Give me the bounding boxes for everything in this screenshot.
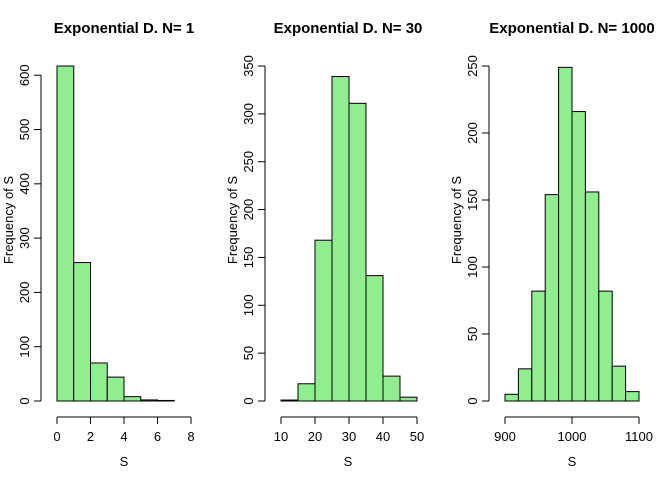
x-tick-label: 6 [154, 429, 161, 444]
y-tick-label: 200 [465, 122, 480, 144]
x-tick-label: 2 [87, 429, 94, 444]
histogram-bar [73, 262, 91, 402]
y-tick-label: 0 [465, 397, 480, 404]
x-tick-label: 1100 [625, 429, 653, 444]
x-tick-label: 1000 [558, 429, 587, 444]
histogram-bar [314, 239, 333, 402]
histogram-bar [123, 396, 142, 402]
y-tick-label: 100 [465, 256, 480, 278]
x-axis: 900 1000 1100 [494, 416, 653, 444]
x-axis: 10 20 30 40 50 [274, 416, 424, 444]
histogram-bar [504, 393, 519, 402]
x-tick-label: 0 [53, 429, 60, 444]
histogram-bar [382, 375, 401, 402]
y-axis: 0 100 200 300 400 500 600 [17, 64, 42, 405]
y-axis-label: Frequency of S [225, 176, 240, 264]
y-tick-label: 150 [465, 189, 480, 211]
histogram-bar [280, 399, 299, 402]
y-axis-label: Frequency of S [449, 176, 464, 264]
x-axis: 0 2 4 6 8 [53, 416, 195, 444]
histogram-bar [140, 399, 158, 402]
y-tick-label: 0 [17, 397, 32, 404]
histogram-bar [598, 290, 613, 402]
x-tick-label: 900 [494, 429, 516, 444]
y-tick-label: 100 [17, 336, 32, 358]
y-tick-label: 350 [241, 55, 256, 77]
histogram-bar [544, 194, 560, 402]
histogram-bar [571, 111, 586, 402]
y-tick-label: 150 [241, 247, 256, 269]
x-axis-label: S [344, 454, 353, 469]
x-tick-label: 10 [274, 429, 288, 444]
x-tick-label: 20 [308, 429, 322, 444]
bars [280, 76, 418, 402]
x-axis-label: S [120, 454, 129, 469]
histogram-bar [331, 76, 350, 402]
y-tick-label: 50 [465, 327, 480, 341]
y-tick-label: 250 [465, 55, 480, 77]
panel-title: Exponential D. N= 1 [54, 20, 194, 37]
x-axis-label: S [568, 454, 577, 469]
y-tick-label: 200 [241, 199, 256, 221]
bars [504, 66, 640, 402]
histogram-bar [56, 65, 75, 402]
y-tick-label: 600 [17, 64, 32, 86]
histogram-bar [157, 399, 175, 402]
histogram-bar [90, 362, 108, 402]
histogram-bar [348, 102, 367, 402]
panel-n30: Exponential D. N= 30 10 20 30 40 50 0 50 100 15… [225, 20, 424, 469]
x-tick-label: 8 [187, 429, 194, 444]
y-tick-label: 300 [241, 103, 256, 125]
histogram-bar [625, 391, 640, 402]
panel-n1000: Exponential D. N= 1000 900 1000 1100 0 50 10… [449, 20, 655, 469]
panel-title: Exponential D. N= 30 [274, 20, 423, 37]
histogram-bar [297, 383, 316, 402]
histogram-bar [365, 275, 384, 402]
y-axis-label: Frequency of S [1, 176, 16, 264]
histogram-bar [106, 376, 125, 402]
x-tick-label: 4 [120, 429, 127, 444]
x-tick-label: 30 [342, 429, 356, 444]
x-tick-label: 40 [376, 429, 390, 444]
bars [56, 65, 175, 402]
histogram-bar [584, 191, 600, 402]
y-tick-label: 400 [17, 173, 32, 195]
panel-n1: Exponential D. N= 1 0 2 4 6 8 0 100 200 300 400 5… [1, 20, 195, 469]
histogram-bar [517, 368, 533, 402]
y-tick-label: 300 [17, 227, 32, 249]
histogram-bar [399, 396, 418, 402]
y-axis: 0 50 100 150 200 250 300 350 [241, 55, 266, 405]
histogram-bar [531, 290, 546, 402]
y-tick-label: 50 [241, 346, 256, 360]
histogram-bar [558, 66, 573, 402]
y-axis: 0 50 100 150 200 250 [465, 55, 490, 405]
y-tick-label: 250 [241, 151, 256, 173]
y-tick-label: 100 [241, 294, 256, 316]
y-tick-label: 200 [17, 282, 32, 304]
histogram-bar [611, 365, 627, 402]
y-tick-label: 0 [241, 397, 256, 404]
x-tick-label: 50 [410, 429, 424, 444]
y-tick-label: 500 [17, 119, 32, 141]
panel-title: Exponential D. N= 1000 [489, 20, 654, 37]
